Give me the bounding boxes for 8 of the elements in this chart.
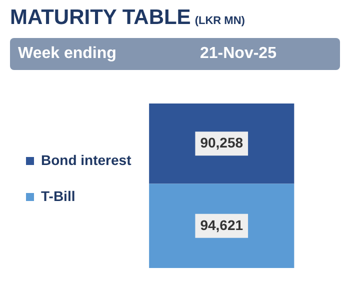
text: 21-Nov-25	[200, 45, 276, 63]
chart-subtitle: (LKR MN)	[194, 15, 245, 27]
data-label: 94,621	[200, 216, 244, 233]
legend-label: Bond interest	[41, 152, 132, 168]
chart-title: MATURITY TABLE	[10, 6, 191, 29]
text: Week ending	[18, 45, 116, 63]
data-label: 90,258	[200, 134, 244, 150]
legend-label: T-Bill	[41, 188, 76, 204]
